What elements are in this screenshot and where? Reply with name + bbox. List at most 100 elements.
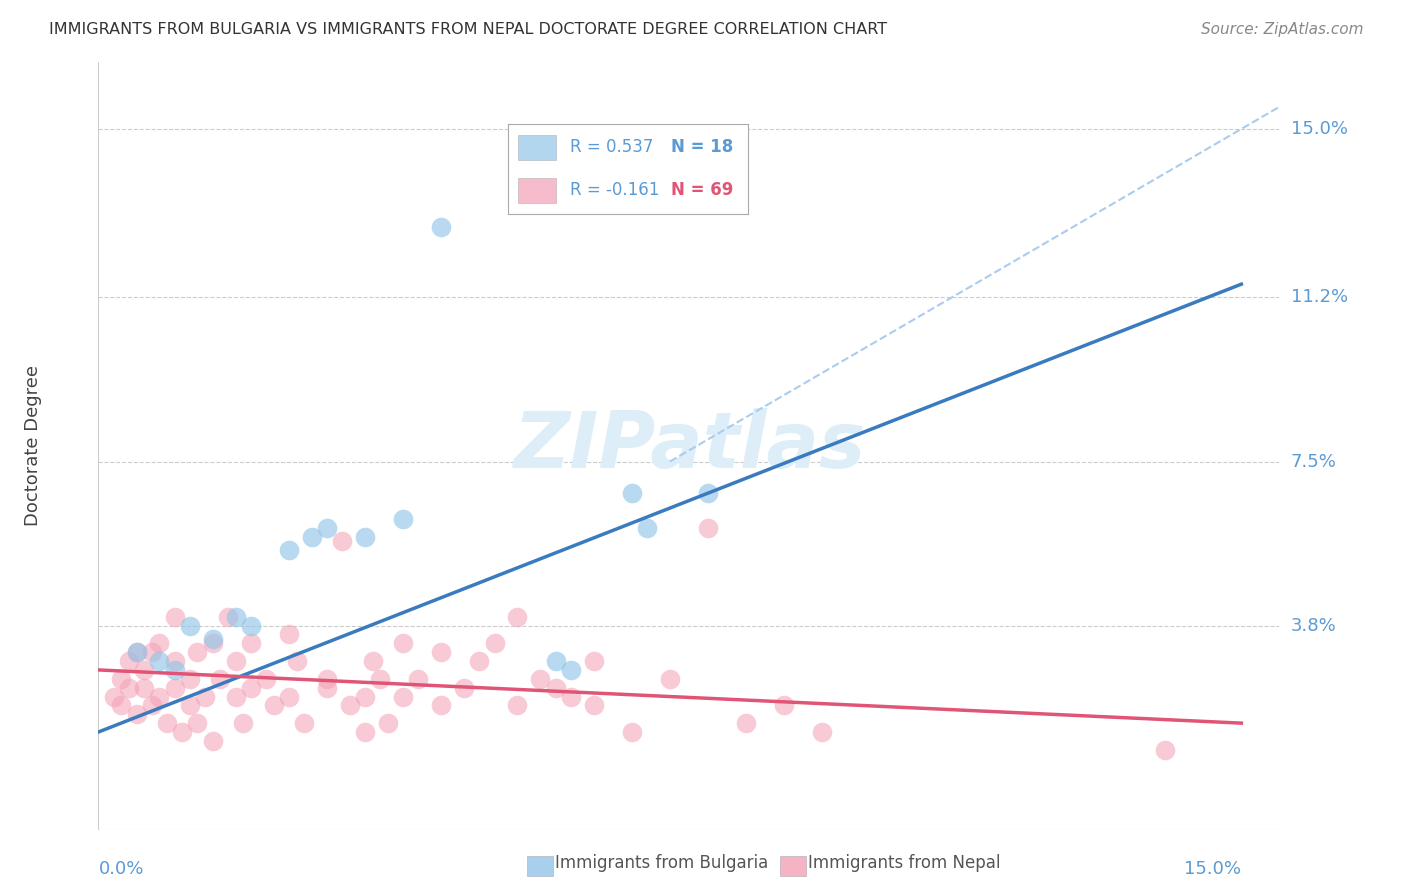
Text: Source: ZipAtlas.com: Source: ZipAtlas.com [1201,22,1364,37]
Point [134,663,156,677]
Point [209,672,232,686]
Point [529,672,551,686]
Point [148,654,170,668]
Text: N = 18: N = 18 [671,138,734,156]
Point [163,663,186,677]
Point [277,627,299,641]
Point [468,654,491,668]
Point [392,512,415,526]
Point [697,521,720,535]
Point [430,645,453,659]
Point [277,543,299,558]
Point [163,609,186,624]
Text: 11.2%: 11.2% [1291,288,1348,307]
Point [620,725,643,739]
Point [773,698,796,713]
Bar [517,135,555,160]
Point [141,698,163,713]
Point [370,672,392,686]
Point [285,654,308,668]
Point [179,698,201,713]
Point [392,690,415,704]
Point [125,645,148,659]
Text: R = -0.161: R = -0.161 [571,181,659,199]
Point [194,690,217,704]
Point [339,698,361,713]
Point [172,725,194,739]
Point [292,716,315,731]
Point [225,690,247,704]
Point [1154,743,1177,757]
Point [148,636,170,650]
Point [225,654,247,668]
Point [361,654,384,668]
Point [186,716,208,731]
Point [232,716,254,731]
Point [484,636,506,650]
Point [354,725,377,739]
Point [408,672,430,686]
Point [103,690,125,704]
Point [620,485,643,500]
Point [430,698,453,713]
Text: 7.5%: 7.5% [1291,452,1337,470]
Text: Immigrants from Nepal: Immigrants from Nepal [787,855,1001,872]
Point [134,681,156,695]
Point [179,672,201,686]
Point [118,681,141,695]
Point [156,716,179,731]
Point [118,654,141,668]
Point [354,530,377,544]
Point [330,534,353,549]
Text: 3.8%: 3.8% [1291,616,1336,634]
Point [582,654,605,668]
Point [148,690,170,704]
Point [179,618,201,632]
Text: IMMIGRANTS FROM BULGARIA VS IMMIGRANTS FROM NEPAL DOCTORATE DEGREE CORRELATION C: IMMIGRANTS FROM BULGARIA VS IMMIGRANTS F… [49,22,887,37]
Point [125,645,148,659]
Point [811,725,834,739]
Point [453,681,475,695]
Point [316,681,339,695]
Point [239,681,262,695]
Point [141,645,163,659]
Point [186,645,208,659]
Text: 0.0%: 0.0% [98,860,143,878]
Point [582,698,605,713]
Point [239,618,262,632]
Point [544,654,567,668]
Point [560,690,582,704]
Point [225,609,247,624]
Point [163,654,186,668]
Point [506,609,529,624]
Point [544,681,567,695]
Point [658,672,681,686]
Text: Immigrants from Bulgaria: Immigrants from Bulgaria [534,855,769,872]
Point [201,734,224,748]
Point [125,707,148,722]
Point [263,698,285,713]
Text: R = 0.537: R = 0.537 [571,138,654,156]
Point [735,716,758,731]
Bar [517,178,555,202]
Point [560,663,582,677]
Point [316,521,339,535]
Text: N = 69: N = 69 [671,181,734,199]
Point [354,690,377,704]
Point [110,672,132,686]
Text: ZIPatlas: ZIPatlas [513,408,865,484]
Point [636,521,658,535]
Point [301,530,323,544]
Point [201,632,224,646]
Text: 15.0%: 15.0% [1291,120,1347,138]
Point [163,681,186,695]
Point [239,636,262,650]
Point [392,636,415,650]
Point [217,609,239,624]
Point [697,485,720,500]
Point [254,672,277,686]
Point [110,698,132,713]
Point [430,219,453,234]
Point [506,698,529,713]
Point [277,690,299,704]
